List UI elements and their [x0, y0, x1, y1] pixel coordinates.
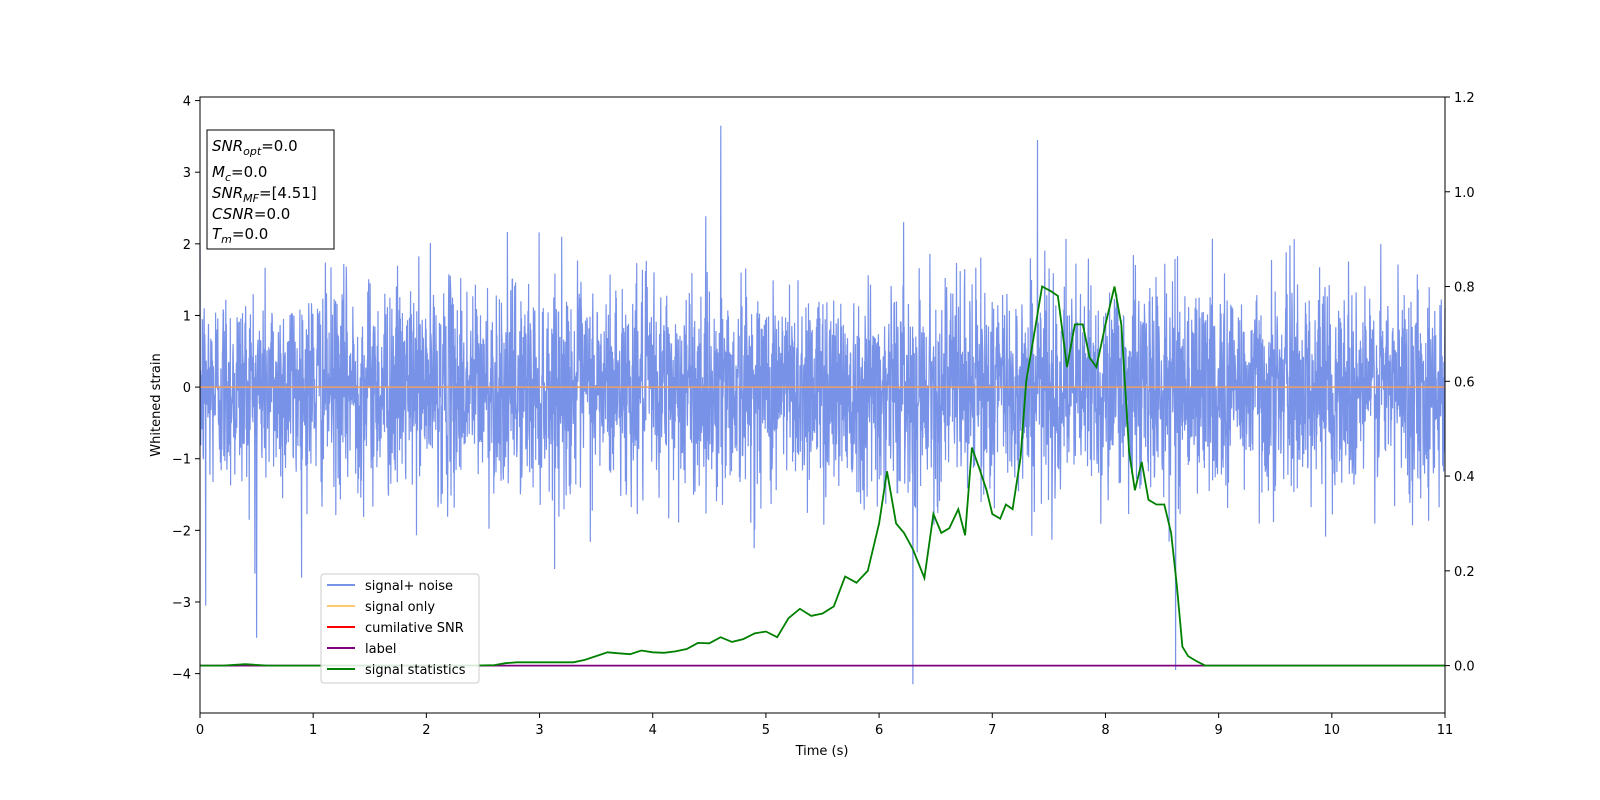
y-tick-label: −3: [172, 596, 191, 611]
legend-label-signal-only: signal only: [365, 600, 435, 615]
snr-mf-text: SNRMF=[4.51]: [212, 184, 317, 205]
y2-tick-label: 1.2: [1454, 91, 1475, 106]
x-tick-label: 1: [309, 723, 317, 738]
x-axis-label: Time (s): [795, 744, 849, 759]
y-tick-label: 0: [183, 381, 191, 396]
y2-tick-label: 0.4: [1454, 470, 1475, 485]
x-tick-label: 9: [1214, 723, 1222, 738]
csnr-text: CSNR=0.0: [212, 205, 290, 223]
x-tick-label: 2: [422, 723, 430, 738]
legend-box: [320, 573, 480, 684]
y2-tick-label: 0.2: [1454, 565, 1475, 580]
y-tick-label: 1: [183, 309, 191, 324]
mc-text: Mc=0.0: [212, 163, 267, 184]
y-tick-label: −1: [172, 453, 191, 468]
legend: signal+ noise signal only cumilative SNR…: [320, 573, 480, 684]
y2-axis-ticks: 0.0 0.2 0.4 0.6 0.8 1.0 1.2: [1445, 91, 1475, 675]
y2-tick-label: 0.8: [1454, 281, 1475, 296]
legend-label-signal-noise: signal+ noise: [365, 579, 453, 594]
y-tick-label: 4: [183, 95, 191, 110]
legend-label-label: label: [365, 642, 396, 657]
legend-label-cumulative-snr: cumilative SNR: [365, 621, 464, 636]
snr-opt-text: SNRopt=0.0: [212, 137, 298, 158]
tm-text: Tm=0.0: [212, 225, 268, 246]
plot-frame: [199, 96, 1446, 714]
legend-label-signal-statistics: signal statistics: [365, 663, 466, 678]
y2-tick-label: 1.0: [1454, 186, 1475, 201]
signal-statistics-line: [200, 285, 1445, 667]
x-tick-label: 4: [649, 723, 657, 738]
x-axis-ticks: 0 1 2 3 4 5 6 7 8 9 10 11: [196, 713, 1453, 738]
y2-tick-label: 0.0: [1454, 660, 1475, 675]
y-tick-label: 2: [183, 238, 191, 253]
x-tick-label: 0: [196, 723, 204, 738]
x-tick-label: 3: [535, 723, 543, 738]
x-tick-label: 11: [1437, 723, 1454, 738]
y-axis-label: Whitened strain: [149, 353, 164, 456]
signal-noise-line: [199, 125, 1446, 685]
y-axis-ticks: −4 −3 −2 −1 0 1 2 3 4: [172, 95, 200, 683]
x-tick-label: 10: [1324, 723, 1341, 738]
y-tick-label: −2: [172, 524, 191, 539]
y2-tick-label: 0.6: [1454, 375, 1475, 390]
x-tick-label: 7: [988, 723, 996, 738]
signal-noise-series: [199, 125, 1446, 685]
x-tick-label: 5: [762, 723, 770, 738]
y-tick-label: −4: [172, 668, 191, 683]
x-tick-label: 6: [875, 723, 883, 738]
y-tick-label: 3: [183, 166, 191, 181]
x-tick-label: 8: [1101, 723, 1109, 738]
metrics-annotation-box: SNRopt=0.0 Mc=0.0 SNRMF=[4.51] CSNR=0.0 …: [206, 129, 335, 250]
